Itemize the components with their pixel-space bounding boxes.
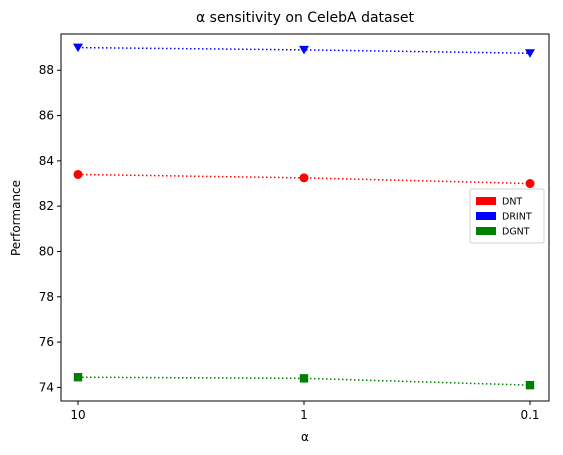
data-point-dnt-0 [73,169,83,179]
data-point-dnt-2 [525,179,535,189]
y-axis-label: Performance [9,180,23,256]
x-tick-label-1: 1 [300,408,308,422]
x-axis-label: α [301,430,309,444]
y-tick-label-5: 84 [39,154,54,168]
y-tick-label-6: 86 [39,109,54,123]
y-tick-label-2: 78 [39,290,54,304]
y-tick-label-1: 76 [39,335,54,349]
data-point-dgnt-2 [525,380,535,390]
series-line-drint [77,46,531,55]
y-tick-label-4: 82 [39,199,54,213]
data-point-dnt-1 [299,173,309,183]
legend-label-dnt: DNT [502,197,522,208]
legend-swatch-drint [476,212,496,220]
data-point-drint-2 [525,49,535,58]
data-point-drint-0 [73,43,83,53]
x-tick-label-0: 10 [70,408,85,422]
legend-swatch-dnt [476,197,496,205]
legend-swatch-dgnt [476,227,496,235]
data-point-dgnt-0 [73,373,83,382]
series-dgnt [73,373,535,390]
y-axis: 74 76 78 80 82 84 86 88 [39,63,61,394]
chart-title: α sensitivity on CelebA dataset [196,10,415,26]
data-point-drint-1 [299,45,309,55]
y-tick-label-0: 74 [39,380,54,394]
series-line-dgnt [77,376,531,386]
x-axis: 10 1 0.1 [70,401,540,422]
legend-label-drint: DRINT [502,212,532,223]
series-line-dnt [77,173,531,185]
series-dnt [73,169,535,189]
legend-label-dgnt: DGNT [502,227,530,238]
legend: DNT DRINT DGNT [469,188,545,244]
plot-area [73,43,535,390]
y-tick-label-3: 80 [39,244,54,258]
x-tick-label-2: 0.1 [520,408,539,422]
y-tick-label-7: 88 [39,63,54,77]
data-point-dgnt-1 [299,374,309,383]
plot-frame [60,33,550,402]
series-drint [73,43,535,58]
